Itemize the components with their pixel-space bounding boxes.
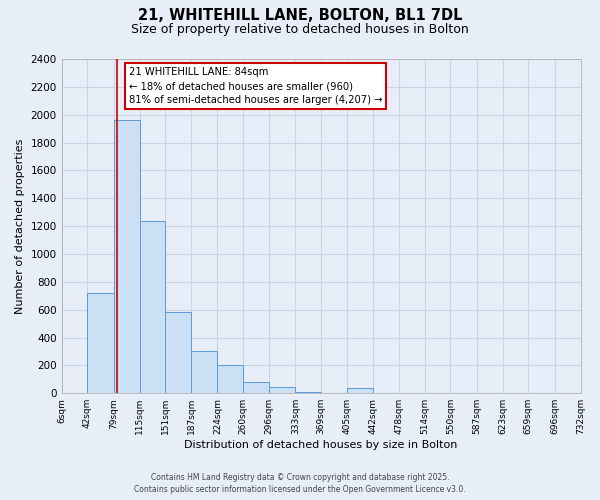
Bar — [295, 392, 321, 393]
Text: Contains HM Land Registry data © Crown copyright and database right 2025.
Contai: Contains HM Land Registry data © Crown c… — [134, 473, 466, 494]
Bar — [88, 293, 114, 393]
Bar — [165, 312, 191, 393]
Bar — [269, 387, 295, 393]
Bar — [373, 392, 399, 393]
Text: 21 WHITEHILL LANE: 84sqm
← 18% of detached houses are smaller (960)
81% of semi-: 21 WHITEHILL LANE: 84sqm ← 18% of detach… — [129, 68, 382, 106]
Text: Size of property relative to detached houses in Bolton: Size of property relative to detached ho… — [131, 22, 469, 36]
Bar — [217, 366, 243, 393]
Y-axis label: Number of detached properties: Number of detached properties — [15, 138, 25, 314]
Bar — [114, 120, 140, 393]
Bar — [347, 388, 373, 393]
Text: 21, WHITEHILL LANE, BOLTON, BL1 7DL: 21, WHITEHILL LANE, BOLTON, BL1 7DL — [138, 8, 462, 22]
Bar — [140, 220, 165, 393]
X-axis label: Distribution of detached houses by size in Bolton: Distribution of detached houses by size … — [184, 440, 458, 450]
Bar — [243, 382, 269, 393]
Bar — [191, 352, 217, 393]
